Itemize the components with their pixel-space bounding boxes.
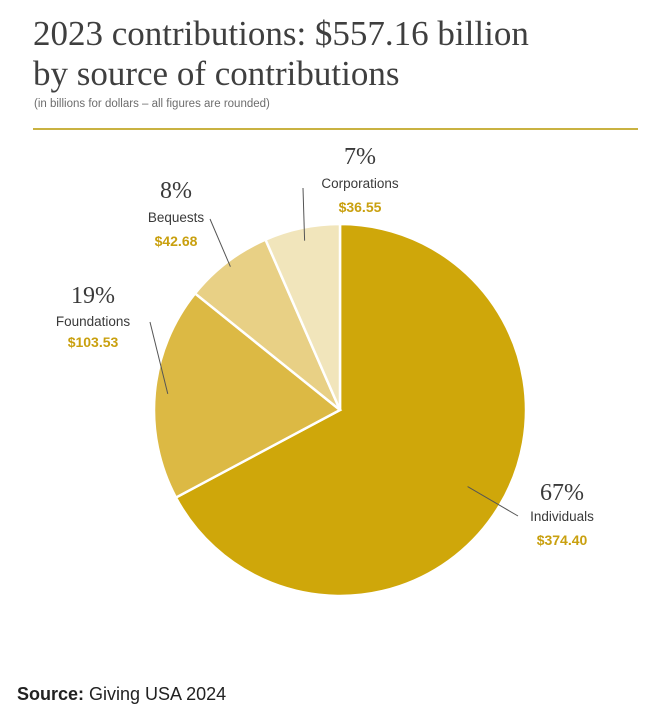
- chart-subtitle: (in billions for dollars – all figures a…: [34, 98, 270, 110]
- category-label-individuals: Individuals: [530, 509, 594, 524]
- pie-slice-foundations: [152, 291, 343, 500]
- percent-label-foundations: 19%: [71, 283, 115, 309]
- value-label-foundations: $103.53: [68, 334, 119, 350]
- source-label: Source:: [17, 684, 85, 704]
- leader-line-individuals: [467, 486, 519, 517]
- category-label-foundations: Foundations: [56, 314, 131, 329]
- leader-line-foundations: [149, 321, 169, 394]
- value-label-corporations: $36.55: [339, 199, 382, 215]
- value-label-individuals: $374.40: [537, 532, 588, 548]
- percent-label-corporations: 7%: [344, 144, 376, 170]
- leader-line-bequests: [209, 218, 231, 267]
- chart-title-line-2: by source of contributions: [33, 54, 400, 93]
- source-text: Giving USA 2024: [84, 684, 227, 704]
- category-label-corporations: Corporations: [321, 176, 399, 191]
- value-label-bequests: $42.68: [155, 233, 198, 249]
- chart-title: 2023 contributions: $557.16 billion: [33, 14, 529, 53]
- leader-line-corporations: [302, 187, 306, 241]
- pie-slice-corporations: [263, 222, 342, 411]
- percent-label-individuals: 67%: [540, 480, 584, 506]
- title-divider: [33, 128, 638, 130]
- source-note: Source: Giving USA 2024: [17, 684, 226, 705]
- category-label-bequests: Bequests: [148, 210, 205, 225]
- percent-label-bequests: 8%: [160, 178, 192, 204]
